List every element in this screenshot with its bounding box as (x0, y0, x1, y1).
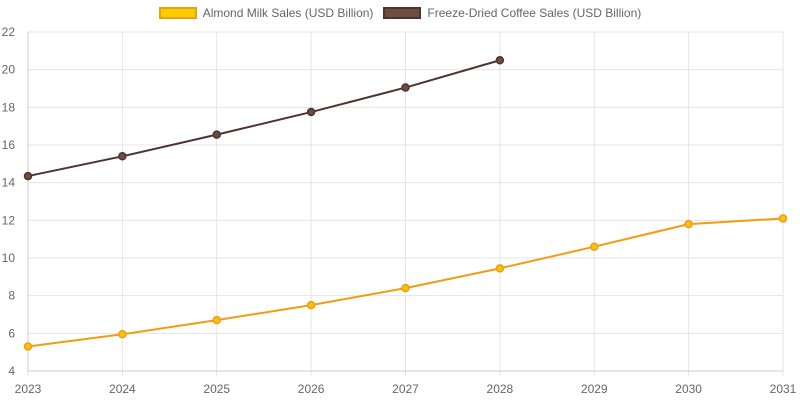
data-point-1 (401, 83, 410, 92)
data-point-0 (495, 264, 505, 273)
data-point-0 (118, 330, 127, 339)
x-tick-label: 2025 (203, 382, 230, 396)
x-tick-label: 2028 (487, 382, 514, 396)
chart-legend: Almond Milk Sales (USD Billion) Freeze-D… (0, 6, 800, 20)
data-point-0 (23, 342, 33, 351)
y-tick-label: 20 (2, 63, 16, 77)
data-point-1 (118, 152, 127, 161)
y-tick-label: 10 (2, 251, 16, 265)
data-point-0 (590, 242, 599, 251)
legend-swatch-almond-milk (158, 7, 197, 19)
data-point-1 (495, 56, 505, 65)
data-point-0 (212, 315, 221, 325)
y-tick-label: 18 (2, 100, 16, 114)
y-tick-label: 4 (8, 364, 15, 378)
legend-label-freeze-dried-coffee: Freeze-Dried Coffee Sales (USD Billion) (427, 6, 642, 20)
data-point-1 (212, 130, 221, 139)
data-point-0 (306, 300, 316, 310)
data-point-0 (401, 283, 410, 293)
legend-item-almond-milk[interactable]: Almond Milk Sales (USD Billion) (158, 6, 374, 20)
y-tick-label: 8 (8, 289, 15, 303)
x-tick-label: 2023 (15, 382, 42, 396)
x-tick-label: 2027 (392, 382, 419, 396)
x-tick-label: 2029 (581, 382, 608, 396)
data-point-1 (23, 171, 33, 181)
data-point-0 (684, 219, 693, 229)
data-point-1 (306, 107, 316, 117)
y-tick-label: 14 (2, 176, 16, 190)
y-tick-label: 16 (2, 138, 16, 152)
legend-swatch-freeze-dried-coffee (383, 7, 422, 19)
y-tick-label: 22 (2, 25, 16, 39)
legend-item-freeze-dried-coffee[interactable]: Freeze-Dried Coffee Sales (USD Billion) (383, 6, 641, 20)
x-tick-label: 2030 (675, 382, 702, 396)
series-line-1 (27, 59, 501, 178)
x-tick-label: 2031 (770, 382, 797, 396)
data-point-0 (778, 214, 788, 223)
y-tick-label: 12 (2, 213, 16, 227)
x-tick-label: 2024 (109, 382, 136, 396)
legend-label-almond-milk: Almond Milk Sales (USD Billion) (202, 6, 374, 20)
x-tick-label: 2026 (298, 382, 325, 396)
y-tick-label: 6 (8, 326, 15, 340)
